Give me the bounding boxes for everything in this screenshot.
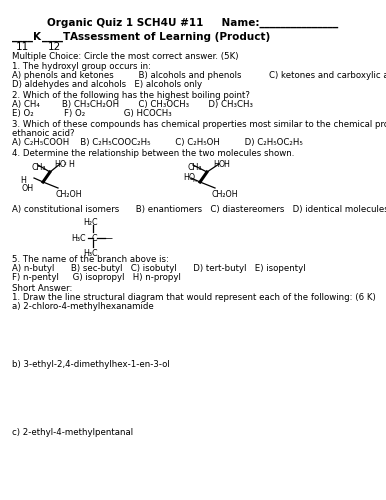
Text: ₘ: ₘ	[193, 177, 197, 183]
Text: c) 2-ethyl-4-methylpentanal: c) 2-ethyl-4-methylpentanal	[12, 428, 133, 437]
Text: A) C₂H₅COOH    B) C₂H₅COOC₂H₅         C) C₂H₅OH         D) C₂H₅OC₂H₅: A) C₂H₅COOH B) C₂H₅COOC₂H₅ C) C₂H₅OH D) …	[12, 138, 303, 147]
Text: H₂C: H₂C	[83, 218, 98, 227]
Text: A) phenols and ketones         B) alcohols and phenols          C) ketones and c: A) phenols and ketones B) alcohols and p…	[12, 71, 386, 80]
Text: —: —	[105, 234, 113, 243]
Text: A) CH₄        B) CH₃CH₂OH       C) CH₃OCH₃       D) CH₃CH₃: A) CH₄ B) CH₃CH₂OH C) CH₃OCH₃ D) CH₃CH₃	[12, 100, 253, 109]
Text: HO: HO	[54, 160, 66, 169]
Text: 1. Draw the line structural diagram that would represent each of the following: : 1. Draw the line structural diagram that…	[12, 293, 376, 302]
Text: 1. The hydroxyl group occurs in:: 1. The hydroxyl group occurs in:	[12, 62, 151, 71]
Text: CH₂OH: CH₂OH	[211, 190, 238, 199]
Text: CH₂OH: CH₂OH	[55, 190, 81, 199]
Text: ____K: ____K	[12, 32, 41, 42]
Text: F) n-pentyl     G) isopropyl   H) n-propyl: F) n-pentyl G) isopropyl H) n-propyl	[12, 273, 181, 282]
Text: HO: HO	[213, 160, 225, 169]
Text: CH₃: CH₃	[32, 163, 46, 172]
Text: ____T: ____T	[42, 32, 70, 42]
Text: 11: 11	[16, 42, 29, 52]
Text: HO: HO	[183, 173, 195, 182]
Text: D) aldehydes and alcohols   E) alcohols only: D) aldehydes and alcohols E) alcohols on…	[12, 80, 202, 89]
Text: Organic Quiz 1 SCH4U #11     Name:_______________: Organic Quiz 1 SCH4U #11 Name:__________…	[47, 18, 339, 28]
Text: ethanoic acid?: ethanoic acid?	[12, 129, 74, 138]
Text: OH: OH	[22, 184, 34, 193]
Text: 4. Determine the relationship between the two molecules shown.: 4. Determine the relationship between th…	[12, 149, 295, 158]
Text: H₃C: H₃C	[71, 234, 86, 243]
Text: CH₃: CH₃	[187, 163, 201, 172]
Text: C: C	[91, 234, 96, 243]
Text: 5. The name of the branch above is:: 5. The name of the branch above is:	[12, 255, 169, 264]
Text: H₃C: H₃C	[83, 249, 98, 258]
Text: ₂: ₂	[64, 160, 67, 166]
Text: Short Answer:: Short Answer:	[12, 284, 73, 293]
Text: A) n-butyl      B) sec-butyl   C) isobutyl      D) tert-butyl   E) isopentyl: A) n-butyl B) sec-butyl C) isobutyl D) t…	[12, 264, 306, 273]
Text: A) constitutional isomers      B) enantiomers   C) diastereomers   D) identical : A) constitutional isomers B) enantiomers…	[12, 205, 386, 214]
Text: b) 3-ethyl-2,4-dimethylhex-1-en-3-ol: b) 3-ethyl-2,4-dimethylhex-1-en-3-ol	[12, 360, 170, 369]
Text: E) O₂           F) O₂              G) HCOCH₃: E) O₂ F) O₂ G) HCOCH₃	[12, 109, 172, 118]
Text: 3. Which of these compounds has chemical properties most similar to the chemical: 3. Which of these compounds has chemical…	[12, 120, 386, 129]
Text: 12: 12	[48, 42, 61, 52]
Text: Multiple Choice: Circle the most correct answer. (5K): Multiple Choice: Circle the most correct…	[12, 52, 239, 61]
Text: 2. Which of the following has the highest boiling point?: 2. Which of the following has the highes…	[12, 91, 250, 100]
Text: H: H	[20, 176, 26, 185]
Text: H: H	[68, 160, 74, 169]
Text: Assessment of Learning (Product): Assessment of Learning (Product)	[70, 32, 270, 42]
Text: H: H	[223, 160, 229, 169]
Text: a) 2-chloro-4-methylhexanamide: a) 2-chloro-4-methylhexanamide	[12, 302, 154, 311]
